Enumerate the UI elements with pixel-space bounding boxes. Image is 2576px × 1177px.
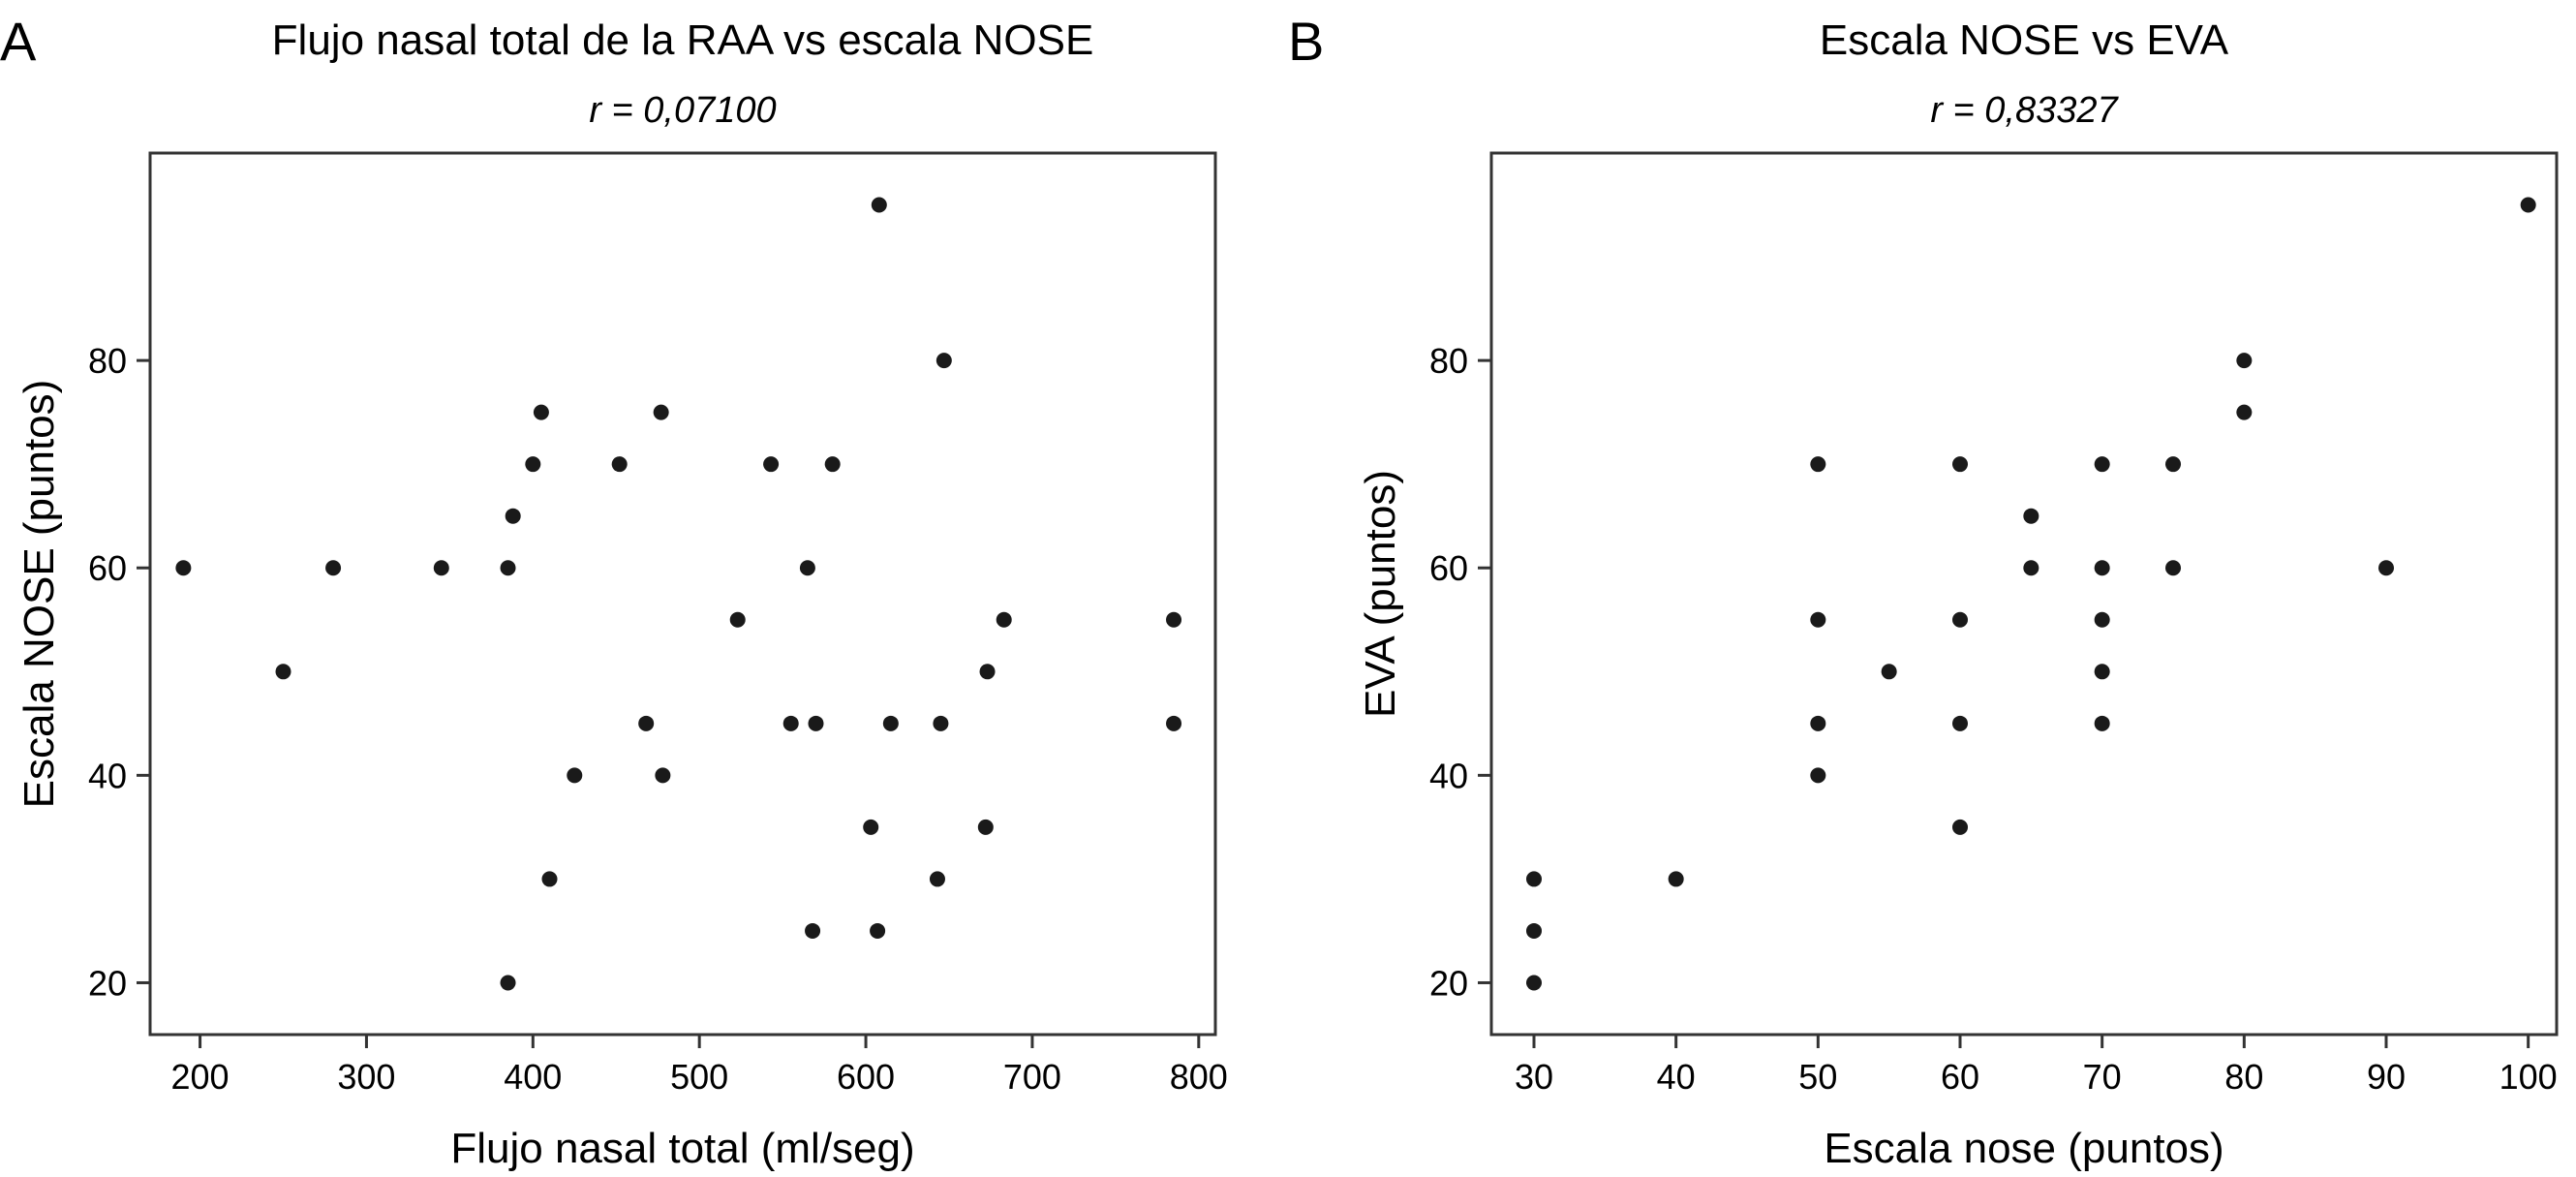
scatter-point <box>325 560 342 576</box>
scatter-point <box>805 922 821 939</box>
x-tick-label: 100 <box>2499 1057 2558 1097</box>
x-tick-label: 60 <box>1941 1057 1979 1097</box>
x-tick-label: 200 <box>171 1057 230 1097</box>
x-tick-label: 600 <box>837 1057 895 1097</box>
x-tick-label: 90 <box>2367 1057 2406 1097</box>
scatter-point <box>929 871 945 887</box>
scatter-point <box>2165 456 2181 473</box>
scatter-point <box>1952 456 1968 473</box>
scatter-point <box>1810 456 1826 473</box>
y-tick-label: 80 <box>1429 341 1468 381</box>
y-axis-label: Escala NOSE (puntos) <box>15 380 63 809</box>
chart-title: Flujo nasal total de la RAA vs escala NO… <box>272 16 1094 64</box>
x-tick-label: 50 <box>1798 1057 1837 1097</box>
scatter-point <box>870 922 886 939</box>
scatter-point <box>525 456 541 473</box>
scatter-point <box>1526 975 1542 991</box>
y-tick-label: 60 <box>88 548 127 588</box>
panel-letter: B <box>1288 11 1324 72</box>
scatter-point <box>2520 197 2536 213</box>
scatter-point <box>977 819 994 835</box>
x-tick-label: 40 <box>1657 1057 1696 1097</box>
scatter-point <box>1952 611 1968 628</box>
scatter-point <box>2165 560 2181 576</box>
x-tick-label: 80 <box>2224 1057 2263 1097</box>
scatter-chart-b: B Escala NOSE vs EVA r = 0,83327 30 40 50 60 70… <box>1288 11 2559 1172</box>
y-tick-label: 20 <box>88 963 127 1003</box>
scatter-point <box>2094 611 2110 628</box>
scatter-point <box>1810 611 1826 628</box>
y-tick-label: 20 <box>1429 963 1468 1003</box>
x-tick-label: 700 <box>1003 1057 1061 1097</box>
scatter-point <box>933 715 949 731</box>
scatter-chart-a: A Flujo nasal total de la RAA vs escala N… <box>0 11 1228 1172</box>
scatter-point <box>500 560 516 576</box>
scatter-point <box>2094 664 2110 680</box>
scatter-point <box>2378 560 2394 576</box>
scatter-point <box>2094 715 2110 731</box>
scatter-point <box>1166 611 1182 628</box>
x-axis-label: Flujo nasal total (ml/seg) <box>450 1125 914 1172</box>
scatter-point <box>871 197 887 213</box>
scatter-point <box>1526 922 1542 939</box>
scatter-point <box>433 560 449 576</box>
scatter-point <box>824 456 841 473</box>
x-axis-label: Escala nose (puntos) <box>1824 1125 2223 1172</box>
scatter-point <box>275 664 291 680</box>
x-tick-label: 300 <box>337 1057 395 1097</box>
scatter-point <box>808 715 824 731</box>
scatter-point <box>533 404 549 420</box>
y-tick-label: 40 <box>1429 756 1468 795</box>
scatter-point <box>799 560 815 576</box>
plot-frame <box>1489 151 2559 1037</box>
scatter-point <box>1668 871 1684 887</box>
x-tick-label: 400 <box>504 1057 562 1097</box>
panel-letter: A <box>0 11 37 72</box>
chart-subtitle: r = 0,07100 <box>589 90 776 131</box>
scatter-point <box>1881 664 1897 680</box>
scatter-point <box>541 871 558 887</box>
scatter-point <box>782 715 799 731</box>
scatter-point <box>996 611 1012 628</box>
scatter-point <box>1952 715 1968 731</box>
scatter-point <box>2023 508 2039 524</box>
scatter-point <box>2236 404 2253 420</box>
x-tick-label: 30 <box>1515 1057 1553 1097</box>
y-tick-label: 80 <box>88 341 127 381</box>
scatter-point <box>2094 560 2110 576</box>
scatter-point <box>175 560 192 576</box>
y-tick-label: 60 <box>1429 548 1468 588</box>
chart-title: Escala NOSE vs EVA <box>1820 16 2229 64</box>
y-tick-label: 40 <box>88 756 127 795</box>
scatter-point <box>2094 456 2110 473</box>
scatter-point <box>1810 715 1826 731</box>
scatter-point <box>2023 560 2039 576</box>
scatter-point <box>505 508 521 524</box>
scatter-point <box>863 819 879 835</box>
scatter-point <box>1166 715 1182 731</box>
scatter-point <box>729 611 746 628</box>
chart-subtitle: r = 0,83327 <box>1930 90 2119 131</box>
scatter-point <box>653 404 669 420</box>
scatter-point <box>1952 819 1968 835</box>
scatter-point <box>638 715 655 731</box>
scatter-point <box>935 353 952 369</box>
scatter-point <box>979 664 996 680</box>
scatter-panel-a: A Flujo nasal total de la RAA vs escala N… <box>0 11 1228 1172</box>
scatter-point <box>1526 871 1542 887</box>
scatter-point <box>763 456 780 473</box>
scatter-point <box>1810 767 1826 784</box>
scatter-point <box>500 975 516 991</box>
scatter-point <box>611 456 628 473</box>
y-axis-label: EVA (puntos) <box>1357 470 1404 718</box>
scatter-point <box>567 767 583 784</box>
x-tick-label: 800 <box>1170 1057 1228 1097</box>
x-tick-label: 70 <box>2083 1057 2122 1097</box>
x-tick-label: 500 <box>670 1057 728 1097</box>
scatter-point <box>2236 353 2253 369</box>
scatter-point <box>882 715 899 731</box>
scatter-panel-b: B Escala NOSE vs EVA r = 0,83327 30 40 50 60 70… <box>1288 0 2576 1177</box>
plot-frame <box>148 151 1217 1037</box>
scatter-point <box>655 767 671 784</box>
